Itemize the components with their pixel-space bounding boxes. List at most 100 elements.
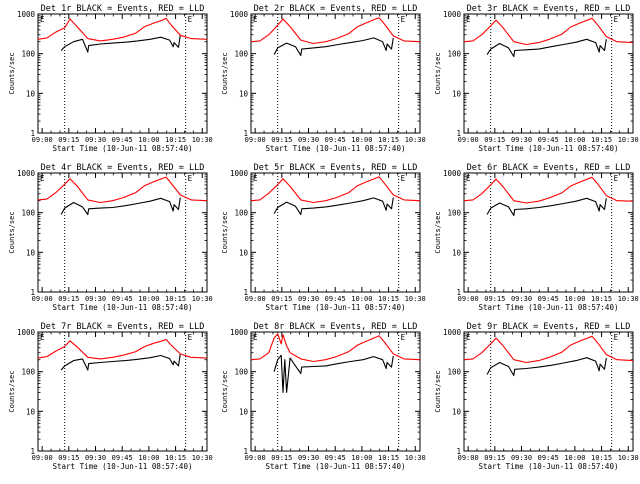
y-tick-label: 10	[239, 407, 249, 416]
series-line-lld	[37, 17, 208, 42]
x-tick-label: 10:30	[618, 454, 639, 462]
y-tick-label: 1	[456, 129, 461, 138]
x-axis-label: Start Time (10-Jun-11 08:57:40)	[53, 144, 193, 153]
x-axis-label: Start Time (10-Jun-11 08:57:40)	[479, 462, 619, 471]
x-tick-label: 09:45	[538, 295, 559, 303]
x-tick-label: 09:45	[538, 136, 559, 144]
chart-title: Det 2r BLACK = Events, RED = LLD	[254, 4, 418, 14]
y-tick-label: 100	[21, 368, 35, 377]
x-tick-label: 10:15	[378, 136, 399, 144]
x-tick-label: 09:30	[298, 295, 319, 303]
corner-marker-right: E	[401, 174, 406, 183]
series-line-lld	[463, 17, 634, 46]
x-tick-label: 10:30	[405, 295, 426, 303]
corner-marker-left: E	[466, 174, 471, 183]
x-tick-label: 09:00	[245, 454, 266, 462]
chart-title: Det 5r BLACK = Events, RED = LLD	[254, 163, 418, 173]
series-line-events	[486, 197, 607, 217]
x-axis-label: Start Time (10-Jun-11 08:57:40)	[266, 303, 406, 312]
y-tick-label: 100	[234, 209, 248, 218]
x-axis-label: Start Time (10-Jun-11 08:57:40)	[53, 462, 193, 471]
chart-title: Det 6r BLACK = Events, RED = LLD	[467, 163, 631, 173]
corner-marker-right: E	[401, 15, 406, 24]
y-tick-label: 100	[21, 209, 35, 218]
plot-frame	[250, 172, 421, 293]
x-tick-label: 10:15	[165, 136, 186, 144]
plot-frame	[37, 13, 208, 134]
x-tick-label: 09:15	[484, 295, 505, 303]
x-tick-label: 10:30	[192, 295, 213, 303]
y-tick-label: 1000	[230, 169, 249, 178]
y-tick-label: 100	[447, 209, 461, 218]
x-axis-label: Start Time (10-Jun-11 08:57:40)	[479, 144, 619, 153]
series-line-lld	[463, 335, 634, 364]
chart-title: Det 3r BLACK = Events, RED = LLD	[467, 4, 631, 14]
x-tick-label: 09:00	[458, 454, 479, 462]
series-line-events	[60, 197, 181, 216]
x-tick-label: 09:15	[271, 136, 292, 144]
x-tick-label: 10:15	[165, 454, 186, 462]
corner-marker-right: E	[614, 15, 619, 24]
y-tick-label: 10	[26, 89, 36, 98]
x-axis-label: Start Time (10-Jun-11 08:57:40)	[266, 144, 406, 153]
y-tick-label: 100	[234, 368, 248, 377]
x-tick-label: 10:30	[192, 454, 213, 462]
x-tick-label: 09:15	[484, 136, 505, 144]
x-tick-label: 10:00	[351, 295, 372, 303]
x-axis-label: Start Time (10-Jun-11 08:57:40)	[266, 462, 406, 471]
x-tick-label: 09:30	[298, 136, 319, 144]
x-tick-label: 10:15	[378, 454, 399, 462]
series-line-events	[273, 354, 394, 393]
x-tick-label: 09:00	[245, 136, 266, 144]
series-line-lld	[463, 176, 634, 204]
x-axis-label: Start Time (10-Jun-11 08:57:40)	[479, 303, 619, 312]
y-axis-label: Counts/sec	[434, 370, 442, 412]
y-tick-label: 1	[456, 447, 461, 456]
y-tick-label: 1	[243, 129, 248, 138]
x-tick-label: 09:30	[511, 295, 532, 303]
x-tick-label: 09:15	[58, 136, 79, 144]
x-tick-label: 09:00	[32, 454, 53, 462]
x-axis-label: Start Time (10-Jun-11 08:57:40)	[53, 303, 193, 312]
x-tick-label: 09:00	[458, 295, 479, 303]
y-tick-label: 1000	[230, 10, 249, 19]
series-line-lld	[37, 338, 208, 360]
y-tick-label: 1	[456, 288, 461, 297]
x-tick-label: 10:15	[591, 136, 612, 144]
y-axis-label: Counts/sec	[221, 370, 229, 412]
x-tick-label: 10:30	[405, 454, 426, 462]
series-line-events	[486, 357, 607, 377]
chart-title: Det 1r BLACK = Events, RED = LLD	[41, 4, 205, 14]
corner-marker-left: E	[466, 15, 471, 24]
x-tick-label: 09:30	[298, 454, 319, 462]
corner-marker-left: E	[40, 15, 45, 24]
y-tick-label: 10	[452, 407, 462, 416]
series-line-events	[486, 38, 607, 58]
series-line-events	[273, 37, 394, 57]
x-tick-label: 10:00	[138, 295, 159, 303]
x-tick-label: 09:45	[112, 295, 133, 303]
chart-panel-9: Det 9r BLACK = Events, RED = LLD 1 10 100 10…	[434, 322, 639, 471]
corner-marker-left: E	[466, 333, 471, 342]
series-line-events	[60, 34, 181, 53]
x-tick-label: 09:45	[538, 454, 559, 462]
chart-title: Det 8r BLACK = Events, RED = LLD	[254, 322, 418, 332]
x-tick-label: 09:30	[85, 454, 106, 462]
y-tick-label: 10	[26, 407, 36, 416]
y-axis-label: Counts/sec	[221, 52, 229, 94]
corner-marker-left: E	[253, 333, 258, 342]
chart-panel-8: Det 8r BLACK = Events, RED = LLD 1 10 100 10…	[221, 322, 426, 471]
x-tick-label: 09:00	[32, 136, 53, 144]
x-tick-label: 09:00	[458, 136, 479, 144]
y-axis-label: Counts/sec	[8, 211, 16, 253]
plot-frame	[250, 331, 421, 452]
series-line-lld	[250, 176, 421, 204]
series-line-lld	[37, 176, 208, 204]
series-line-lld	[250, 17, 421, 45]
chart-panel-5: Det 5r BLACK = Events, RED = LLD 1 10 100 10…	[221, 163, 426, 312]
x-tick-label: 10:15	[378, 295, 399, 303]
corner-marker-left: E	[253, 174, 258, 183]
x-tick-label: 10:30	[618, 295, 639, 303]
series-line-events	[60, 353, 181, 371]
